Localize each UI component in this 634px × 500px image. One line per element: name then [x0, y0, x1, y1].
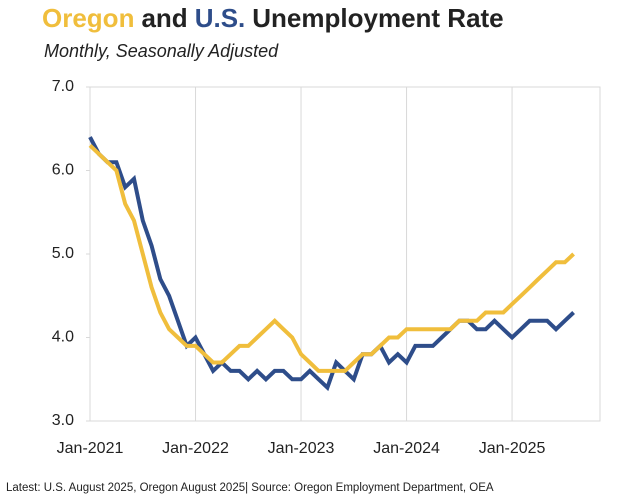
- y-tick-label: 4.0: [52, 329, 74, 346]
- x-tick-label: Jan-2025: [479, 440, 546, 457]
- y-tick-label: 5.0: [52, 245, 74, 262]
- series-line: [88, 143, 575, 373]
- chart-title: Oregon and U.S. Unemployment Rate: [42, 3, 504, 33]
- series-line: [88, 136, 575, 392]
- title-word: Unemployment Rate: [252, 3, 503, 33]
- title-word: U.S.: [195, 3, 246, 33]
- x-tick-label: Jan-2021: [57, 440, 124, 457]
- footnote: Latest: U.S. August 2025, Oregon August …: [6, 482, 494, 494]
- x-tick-label: Jan-2022: [162, 440, 229, 457]
- y-tick-label: 7.0: [52, 78, 74, 95]
- x-tick-label: Jan-2023: [268, 440, 335, 457]
- y-tick-label: 3.0: [52, 412, 74, 429]
- title-word: Oregon: [42, 3, 134, 33]
- y-tick-label: 6.0: [52, 162, 74, 179]
- chart-subtitle: Monthly, Seasonally Adjusted: [44, 41, 279, 61]
- title-word: and: [141, 3, 187, 33]
- x-tick-label: Jan-2024: [373, 440, 440, 457]
